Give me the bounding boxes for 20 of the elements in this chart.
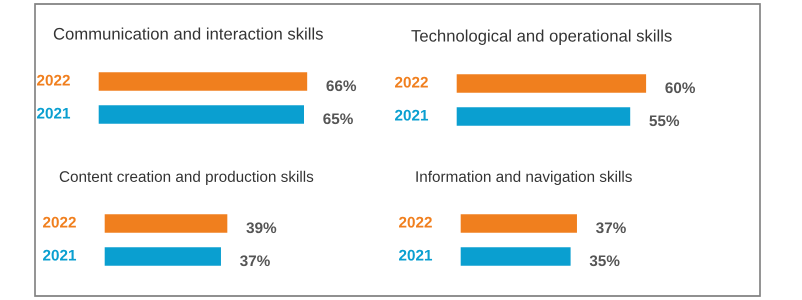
data-label: 66% — [326, 80, 356, 92]
data-label: 39% — [246, 222, 276, 234]
chart-title: Information and navigation skills — [416, 170, 632, 185]
chart-title: Communication and interaction skills — [54, 27, 323, 40]
category-label: 2021 — [399, 250, 432, 261]
category-label: 2022 — [43, 216, 76, 228]
chart-title: Content creation and production skills — [60, 170, 314, 185]
category-label: 2022 — [395, 76, 428, 88]
data-label: 37% — [596, 222, 626, 234]
category-label: 2022 — [399, 216, 432, 228]
category-label: 2021 — [43, 250, 76, 261]
category-label: 2022 — [37, 74, 70, 86]
category-label: 2021 — [395, 110, 428, 121]
data-label: 55% — [649, 115, 680, 126]
chart-title: Technological and operational skills — [411, 29, 672, 45]
data-label: 35% — [590, 255, 620, 266]
data-label: 60% — [665, 82, 696, 94]
data-label: 37% — [240, 255, 270, 266]
category-label: 2021 — [37, 108, 70, 119]
data-label: 65% — [323, 113, 353, 124]
